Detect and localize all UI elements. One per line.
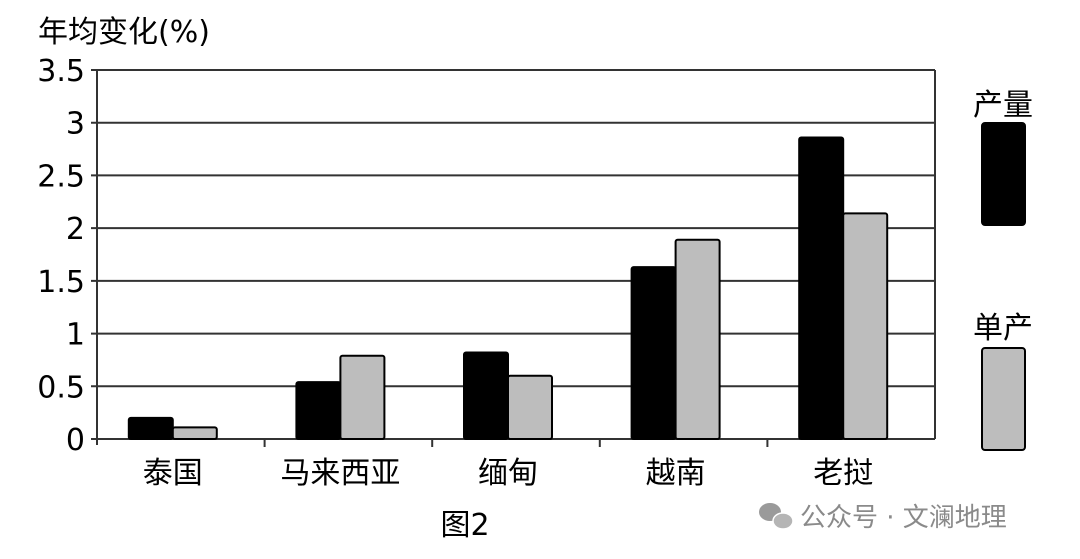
y-tick-label: 0.5 xyxy=(37,370,85,405)
x-tick-label: 缅甸 xyxy=(478,456,538,491)
bar-production xyxy=(127,416,174,440)
y-tick-label: 2.5 xyxy=(37,159,85,194)
bar-yield xyxy=(674,238,721,440)
watermark: 公众号 · 文澜地理 xyxy=(759,503,1007,533)
y-tick-label: 1 xyxy=(66,318,85,353)
y-axis-label: 年均变化(%) xyxy=(38,15,210,50)
x-tick-label: 泰国 xyxy=(143,456,203,491)
y-tick-label: 3.5 xyxy=(37,54,85,89)
legend-label: 单产 xyxy=(973,311,1033,346)
bar-yield xyxy=(171,426,218,441)
y-tick-label: 1.5 xyxy=(37,265,85,300)
x-tick-label: 马来西亚 xyxy=(280,456,400,491)
bar-production xyxy=(463,351,509,441)
figure-caption: 图2 xyxy=(440,508,489,543)
x-tick-label: 老挝 xyxy=(813,456,873,491)
watermark-text: 公众号 · 文澜地理 xyxy=(800,503,1007,533)
y-tick-label: 0 xyxy=(66,423,85,458)
y-tick-label: 2 xyxy=(66,212,85,247)
legend-swatch xyxy=(981,122,1026,226)
legend-label: 产量 xyxy=(973,88,1033,123)
legend-swatch xyxy=(981,347,1026,451)
bar-yield xyxy=(339,354,386,440)
wechat-icon xyxy=(759,503,794,530)
bar-production xyxy=(630,266,677,440)
bar-yield xyxy=(507,374,553,440)
bar-yield xyxy=(842,212,889,440)
y-tick-label: 3 xyxy=(66,107,85,142)
x-tick-label: 越南 xyxy=(646,456,706,491)
bar-production xyxy=(798,136,845,441)
bar-production xyxy=(295,381,342,440)
